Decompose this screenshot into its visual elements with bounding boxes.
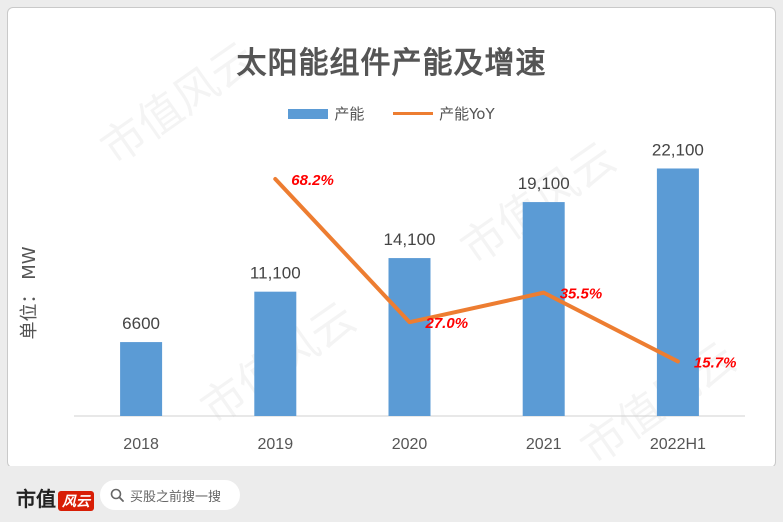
yoy-line — [273, 177, 680, 364]
bar-2022H1 — [656, 168, 699, 416]
x-tick-label: 2019 — [258, 436, 294, 453]
yoy-value-label: 35.5% — [560, 286, 603, 303]
bar-value-label: 11,100 — [250, 264, 301, 283]
yoy-value-label: 27.0% — [425, 315, 469, 332]
bar-value-label: 14,100 — [384, 230, 436, 249]
brand-logo: 市值 风云 — [16, 483, 94, 512]
x-tick-label: 2020 — [392, 436, 428, 453]
bar-value-label: 6600 — [122, 314, 160, 333]
bar-2018 — [120, 342, 163, 416]
bar-2019 — [254, 291, 297, 416]
search-placeholder: 买股之前搜一搜 — [130, 489, 222, 505]
yoy-value-label: 68.2% — [291, 172, 334, 189]
brand-name: 市值 — [16, 487, 56, 511]
plot-area: 6600 11,100 14,100 19,100 22,100 2018 2019 2020… — [74, 140, 745, 453]
bar-value-label: 19,100 — [518, 174, 570, 193]
x-tick-label: 2018 — [123, 436, 159, 453]
yoy-value-label: 15.7% — [694, 354, 737, 371]
legend-item-line: 产能YoY — [393, 103, 495, 124]
x-tick-label: 2021 — [526, 436, 562, 453]
footer-bar: 市值 风云 买股之前搜一搜 — [0, 466, 783, 522]
search-icon — [110, 488, 124, 502]
chart-legend: 产能 产能YoY — [8, 103, 775, 124]
bar-2020 — [388, 258, 431, 416]
bar-value-label: 22,100 — [652, 140, 704, 159]
legend-swatch-bar — [288, 108, 329, 119]
bar-2021 — [522, 202, 565, 416]
legend-swatch-line — [393, 112, 434, 115]
brand-logo-mark: 风云 — [58, 490, 94, 511]
chart-title: 太阳能组件产能及增速 — [236, 46, 547, 81]
legend-label-bar: 产能 — [334, 105, 365, 123]
search-box[interactable]: 买股之前搜一搜 — [100, 480, 240, 510]
legend-item-bar: 产能 — [288, 103, 364, 124]
legend-label-line: 产能YoY — [439, 105, 495, 123]
x-tick-label: 2022H1 — [650, 436, 706, 453]
